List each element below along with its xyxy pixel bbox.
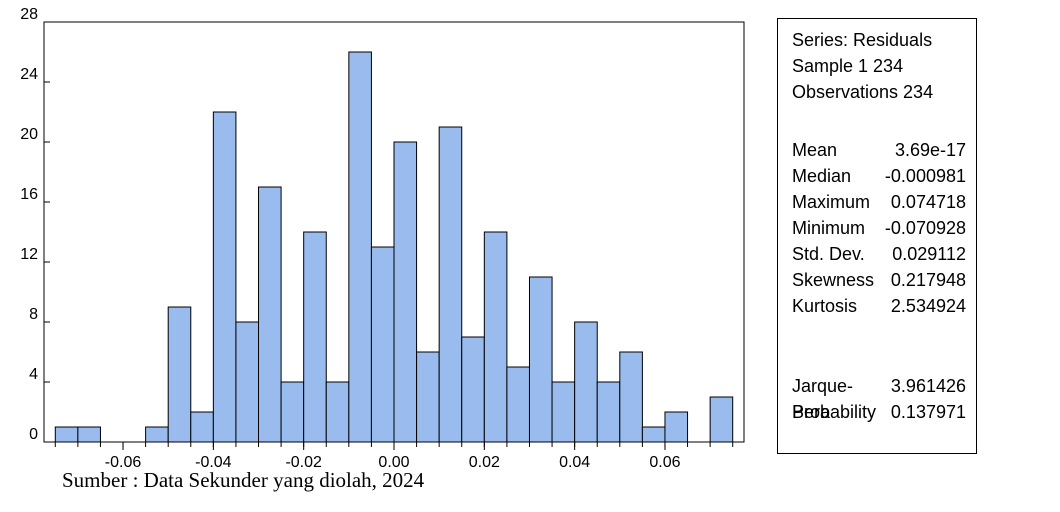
stat-row-probability: Probability 0.137971	[792, 399, 966, 425]
histogram-bar	[416, 351, 440, 443]
stat-row-median: Median -0.000981	[792, 163, 966, 189]
x-tick-label: 0.02	[469, 454, 500, 470]
y-tick-label: 28	[20, 6, 38, 23]
histogram-bar	[641, 426, 666, 443]
stat-row-std-dev: Std. Dev. 0.029112	[792, 241, 966, 267]
stat-value: 0.074718	[890, 192, 966, 212]
histogram-bar	[461, 336, 485, 443]
stat-value: 3.961426	[890, 376, 966, 396]
x-tick-label: -0.02	[285, 454, 322, 470]
histogram-bar	[258, 186, 282, 443]
stat-row-maximum: Maximum 0.074718	[792, 189, 966, 215]
stat-label: Minimum	[792, 218, 866, 238]
histogram-bar	[167, 306, 192, 443]
histogram-bar	[280, 381, 305, 443]
histogram-bar	[54, 426, 79, 443]
histogram-bar	[77, 426, 101, 443]
residuals-histogram: 0 4 8 12 16 20 24 28 -0.06 -0.04 -0.02 0.00 0.02 0.0…	[20, 6, 745, 470]
stat-row-mean: Mean 3.69e-17	[792, 137, 966, 163]
stat-label: Kurtosis	[792, 296, 858, 316]
histogram-bar	[619, 351, 643, 443]
histogram-bar	[393, 141, 418, 443]
stat-value: 2.534924	[890, 296, 966, 316]
histogram-bar	[506, 366, 530, 443]
y-tick-label: 16	[20, 186, 38, 203]
x-tick-label: 0.06	[649, 454, 680, 470]
x-tick-label: -0.06	[105, 454, 142, 470]
stat-label: Mean	[792, 140, 838, 160]
histogram-bar	[370, 246, 395, 443]
x-axis: -0.06 -0.04 -0.02 0.00 0.02 0.04 0.06	[54, 442, 734, 470]
stat-row-jarque-bera: Jarque-Bera 3.961426	[792, 373, 966, 425]
y-tick-label: 4	[29, 366, 38, 383]
stat-label: Std. Dev.	[792, 244, 865, 264]
histogram-bar	[325, 381, 350, 443]
stat-label: Maximum	[792, 192, 871, 212]
histogram-bar	[709, 396, 734, 443]
observations-count: Observations 234	[792, 82, 934, 102]
y-axis: 0 4 8 12 16 20 24 28	[20, 6, 50, 443]
x-tick-label: 0.00	[378, 454, 409, 470]
stat-row-minimum: Minimum -0.070928	[792, 215, 966, 241]
histogram-bar	[303, 231, 327, 443]
histogram-bars	[54, 51, 734, 443]
stat-label: Median	[792, 166, 852, 186]
stat-label: Probability	[792, 402, 877, 422]
stat-value: 0.029112	[892, 244, 966, 264]
histogram-bar	[145, 426, 169, 443]
x-tick-label: 0.04	[559, 454, 590, 470]
histogram-bar	[235, 321, 260, 443]
stat-label: Jarque-Bera	[792, 376, 854, 422]
stat-row-kurtosis: Kurtosis 2.534924	[792, 293, 966, 319]
histogram-bar	[664, 411, 689, 443]
stat-value: -0.070928	[884, 218, 966, 238]
histogram-bar	[348, 51, 372, 443]
stat-row-skewness: Skewness 0.217948	[792, 267, 966, 293]
y-tick-label: 12	[20, 246, 38, 263]
histogram-bar	[190, 411, 214, 443]
y-tick-label: 24	[20, 66, 38, 83]
histogram-bar	[574, 321, 598, 443]
histogram-bar	[528, 276, 553, 443]
x-tick-label: -0.04	[195, 454, 232, 470]
source-note: Sumber : Data Sekunder yang diolah, 2024	[62, 468, 425, 492]
stat-label: Skewness	[792, 270, 875, 290]
stat-value: 0.217948	[890, 270, 966, 290]
histogram-bar	[596, 381, 621, 443]
series-name: Series: Residuals	[792, 30, 933, 50]
stat-value: -0.000981	[884, 166, 966, 186]
stat-value: 3.69e-17	[894, 140, 966, 160]
histogram-bar	[212, 111, 237, 443]
stat-value: 0.137971	[890, 402, 966, 422]
y-tick-label: 8	[29, 306, 38, 323]
histogram-bar	[438, 126, 463, 443]
sample-range: Sample 1 234	[792, 56, 904, 76]
histogram-bar	[483, 231, 508, 443]
descriptive-statistics-panel: Series: Residuals Sample 1 234 Observati…	[777, 18, 977, 454]
y-tick-label: 0	[29, 426, 38, 443]
y-tick-label: 20	[20, 126, 38, 143]
histogram-bar	[551, 381, 576, 443]
